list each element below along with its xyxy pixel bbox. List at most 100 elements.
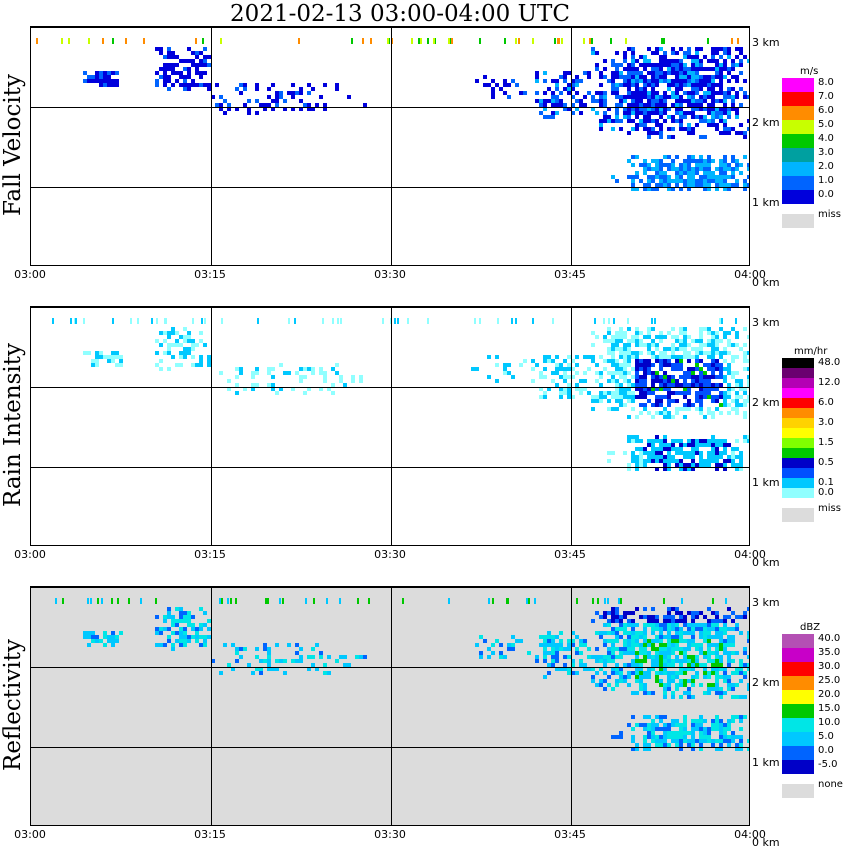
echo-cell [179,643,183,647]
echo-cell [743,415,747,419]
echo-cell [655,163,659,167]
echo-cell [711,59,715,63]
echo-cell [175,639,179,643]
echo-cell [687,55,691,59]
echo-cell [571,95,575,99]
echo-cell [687,639,691,643]
echo-cell [711,683,715,687]
echo-cell [667,183,671,187]
echo-cell [707,59,711,63]
echo-cell [735,63,739,67]
echo-cell [699,631,703,635]
echo-cell [695,123,699,127]
echo-cell [631,107,635,111]
echo-cell [739,71,743,75]
echo-cell [723,351,727,355]
echo-cell [527,651,531,655]
echo-cell [683,679,687,683]
echo-cell [703,675,707,679]
echo-cell [675,463,679,467]
legend-label: 15.0 [818,703,841,714]
echo-cell [667,467,671,471]
echo-cell [611,647,615,651]
echo-cell [607,623,611,627]
echo-cell [615,647,619,651]
echo-cell [639,667,643,671]
echo-cell [583,95,587,99]
echo-cell [707,635,711,639]
echo-cell [727,87,731,91]
echo-cell [719,167,723,171]
echo-cell [587,91,591,95]
echo-cell [599,667,603,671]
echo-cell [719,723,723,727]
echo-cell [635,95,639,99]
echo-cell [715,51,719,55]
echo-cell [695,675,699,679]
echo-cell [651,739,655,743]
echo-cell [579,391,583,395]
echo-cell [275,643,279,647]
echo-cell [747,351,749,355]
echo-cell [639,99,643,103]
echo-cell [683,75,687,79]
echo-cell [687,187,691,191]
echo-cell [699,411,703,415]
echo-cell [651,119,655,123]
echo-cell [687,71,691,75]
echo-cell [83,635,87,639]
echo-cell [655,123,659,127]
echo-cell [171,63,175,67]
echo-cell [91,639,95,643]
echo-cell [699,135,703,139]
echo-cell [711,447,715,451]
echo-cell [679,459,683,463]
echo-cell [699,167,703,171]
clutter-mark [427,38,429,44]
echo-cell [183,635,187,639]
legend-swatch [782,78,814,92]
echo-cell [703,91,707,95]
echo-cell [695,463,699,467]
echo-cell [683,407,687,411]
echo-cell [175,63,179,67]
echo-cell [743,367,747,371]
echo-cell [683,91,687,95]
echo-cell [691,383,695,387]
echo-cell [543,651,547,655]
echo-cell [579,659,583,663]
echo-cell [631,51,635,55]
echo-cell [703,671,707,675]
echo-cell [635,71,639,75]
echo-cell [715,343,719,347]
echo-cell [655,651,659,655]
echo-cell [727,47,731,51]
echo-cell [691,459,695,463]
echo-cell [659,107,663,111]
echo-cell [735,467,739,471]
echo-cell [299,367,303,371]
echo-cell [647,443,651,447]
echo-cell [559,631,563,635]
echo-cell [695,67,699,71]
echo-cell [675,67,679,71]
echo-cell [619,327,623,331]
echo-cell [687,131,691,135]
echo-cell [195,363,199,367]
echo-cell [187,619,191,623]
echo-cell [615,95,619,99]
echo-cell [311,107,315,111]
legend-swatch [782,134,814,148]
echo-cell [699,643,703,647]
echo-cell [631,187,635,191]
echo-cell [511,79,515,83]
echo-cell [607,611,611,615]
echo-cell [719,747,723,751]
echo-cell [111,79,115,83]
echo-cell [647,359,651,363]
echo-cell [175,55,179,59]
echo-cell [643,631,647,635]
echo-cell [559,387,563,391]
echo-cell [495,379,499,383]
echo-cell [595,399,599,403]
